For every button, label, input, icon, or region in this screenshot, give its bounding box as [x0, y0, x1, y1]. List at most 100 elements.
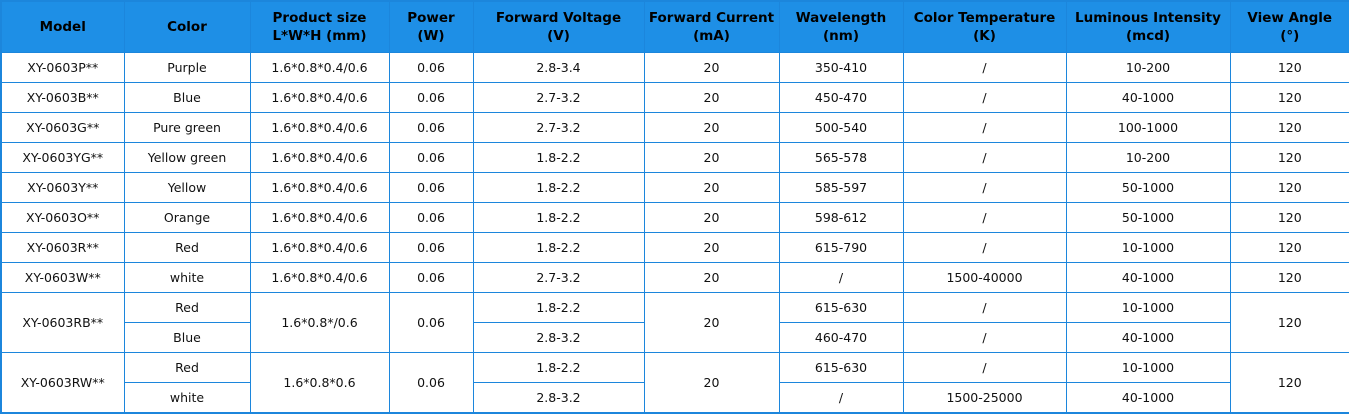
current-cell: 20 — [643, 352, 780, 414]
size-cell: 1.6*0.8*0.4/0.6 — [249, 112, 390, 143]
wavelength-cell: 450-470 — [778, 82, 904, 113]
power-cell: 0.06 — [388, 82, 474, 113]
current-cell: 20 — [643, 172, 780, 203]
temperature-cell: / — [902, 292, 1067, 323]
table-row: XY-0603W** white 1.6*0.8*0.4/0.6 0.06 2.7-3.… — [0, 262, 1349, 293]
power-cell: 0.06 — [388, 292, 474, 353]
header-cell: Forward Current (mA) — [643, 0, 780, 53]
current-cell: 20 — [643, 142, 780, 173]
voltage-cell: 2.7-3.2 — [472, 262, 645, 293]
header-row: Model Color Product size L*W*H (mm) Power (W)… — [0, 0, 1349, 53]
temperature-cell: / — [902, 322, 1067, 353]
temperature-cell: / — [902, 352, 1067, 383]
temperature-cell: 1500-40000 — [902, 262, 1067, 293]
voltage-cell: 1.8-2.2 — [472, 172, 645, 203]
header-cell: Color Temperature (K) — [902, 0, 1067, 53]
intensity-cell: 50-1000 — [1065, 202, 1231, 233]
power-cell: 0.06 — [388, 112, 474, 143]
current-cell: 20 — [643, 202, 780, 233]
color-cell: Orange — [123, 202, 251, 233]
power-cell: 0.06 — [388, 262, 474, 293]
table-row: XY-0603YG** Yellow green 1.6*0.8*0.4/0.6 0.… — [0, 142, 1349, 173]
color-cell: Blue — [123, 82, 251, 113]
intensity-cell: 40-1000 — [1065, 322, 1231, 353]
wavelength-cell: 615-630 — [778, 352, 904, 383]
header-cell: View Angle (°) — [1229, 0, 1349, 53]
angle-cell: 120 — [1229, 142, 1349, 173]
voltage-cell: 2.7-3.2 — [472, 82, 645, 113]
size-cell: 1.6*0.8*0.4/0.6 — [249, 202, 390, 233]
intensity-cell: 10-1000 — [1065, 232, 1231, 263]
size-cell: 1.6*0.8*0.6 — [249, 352, 390, 414]
angle-cell: 120 — [1229, 352, 1349, 414]
wavelength-cell: 615-630 — [778, 292, 904, 323]
current-cell: 20 — [643, 82, 780, 113]
model-cell: XY-0603RB** — [0, 292, 125, 353]
temperature-cell: / — [902, 202, 1067, 233]
voltage-cell: 1.8-2.2 — [472, 232, 645, 263]
header-cell: Wavelength (nm) — [778, 0, 904, 53]
model-cell: XY-0603P** — [0, 52, 125, 83]
size-cell: 1.6*0.8*/0.6 — [249, 292, 390, 353]
table-row: XY-0603R** Red 1.6*0.8*0.4/0.6 0.06 1.8-2.2 2… — [0, 232, 1349, 263]
voltage-cell: 2.8-3.4 — [472, 52, 645, 83]
intensity-cell: 10-200 — [1065, 142, 1231, 173]
intensity-cell: 40-1000 — [1065, 82, 1231, 113]
angle-cell: 120 — [1229, 202, 1349, 233]
header-text: Color Temperature — [913, 10, 1056, 26]
intensity-cell: 100-1000 — [1065, 112, 1231, 143]
table-row: XY-0603P** Purple 1.6*0.8*0.4/0.6 0.06 2.8-3… — [0, 52, 1349, 83]
table-row: XY-0603O** Orange 1.6*0.8*0.4/0.6 0.06 1.8-2… — [0, 202, 1349, 233]
size-cell: 1.6*0.8*0.4/0.6 — [249, 172, 390, 203]
power-cell: 0.06 — [388, 202, 474, 233]
current-cell: 20 — [643, 262, 780, 293]
wavelength-cell: 598-612 — [778, 202, 904, 233]
model-cell: XY-0603B** — [0, 82, 125, 113]
header-text: Wavelength — [795, 10, 887, 26]
header-text: (K) — [973, 28, 996, 44]
header-text: (W) — [417, 28, 445, 44]
header-text: Forward Current — [648, 10, 775, 26]
wavelength-cell: 460-470 — [778, 322, 904, 353]
header-text: (mcd) — [1125, 28, 1171, 44]
temperature-cell: / — [902, 82, 1067, 113]
color-cell: Yellow green — [123, 142, 251, 173]
intensity-cell: 10-1000 — [1065, 352, 1231, 383]
wavelength-cell: 585-597 — [778, 172, 904, 203]
size-cell: 1.6*0.8*0.4/0.6 — [249, 232, 390, 263]
color-cell: Red — [123, 232, 251, 263]
intensity-cell: 10-1000 — [1065, 292, 1231, 323]
angle-cell: 120 — [1229, 82, 1349, 113]
wavelength-cell: 350-410 — [778, 52, 904, 83]
angle-cell: 120 — [1229, 52, 1349, 83]
model-cell: XY-0603YG** — [0, 142, 125, 173]
table-body: XY-0603P** Purple 1.6*0.8*0.4/0.6 0.06 2.8-3… — [0, 52, 1349, 414]
intensity-cell: 10-200 — [1065, 52, 1231, 83]
header-cell: Power (W) — [388, 0, 474, 53]
header-text: Product size — [272, 10, 367, 26]
angle-cell: 120 — [1229, 292, 1349, 353]
angle-cell: 120 — [1229, 112, 1349, 143]
table-row: Blue 2.8-3.2 460-470/40-1000 — [1, 322, 1349, 353]
voltage-cell: 1.8-2.2 — [472, 142, 645, 173]
wavelength-cell: / — [778, 262, 904, 293]
voltage-cell: 1.8-2.2 — [472, 352, 645, 383]
temperature-cell: / — [902, 232, 1067, 263]
model-cell: XY-0603O** — [0, 202, 125, 233]
header-text: L*W*H (mm) — [272, 28, 367, 44]
wavelength-cell: 615-790 — [778, 232, 904, 263]
model-cell: XY-0603RW** — [0, 352, 125, 414]
table-row: XY-0603G** Pure green 1.6*0.8*0.4/0.6 0.06 2… — [0, 112, 1349, 143]
voltage-cell: 1.8-2.2 — [472, 202, 645, 233]
temperature-cell: / — [902, 172, 1067, 203]
header-text: View Angle — [1247, 10, 1333, 26]
angle-cell: 120 — [1229, 232, 1349, 263]
intensity-cell: 40-1000 — [1065, 382, 1231, 414]
power-cell: 0.06 — [388, 142, 474, 173]
intensity-cell: 50-1000 — [1065, 172, 1231, 203]
size-cell: 1.6*0.8*0.4/0.6 — [249, 52, 390, 83]
color-cell: Yellow — [123, 172, 251, 203]
table-row: XY-0603B** Blue 1.6*0.8*0.4/0.6 0.06 2.7-3.2… — [0, 82, 1349, 113]
wavelength-cell: / — [778, 382, 904, 414]
power-cell: 0.06 — [388, 172, 474, 203]
